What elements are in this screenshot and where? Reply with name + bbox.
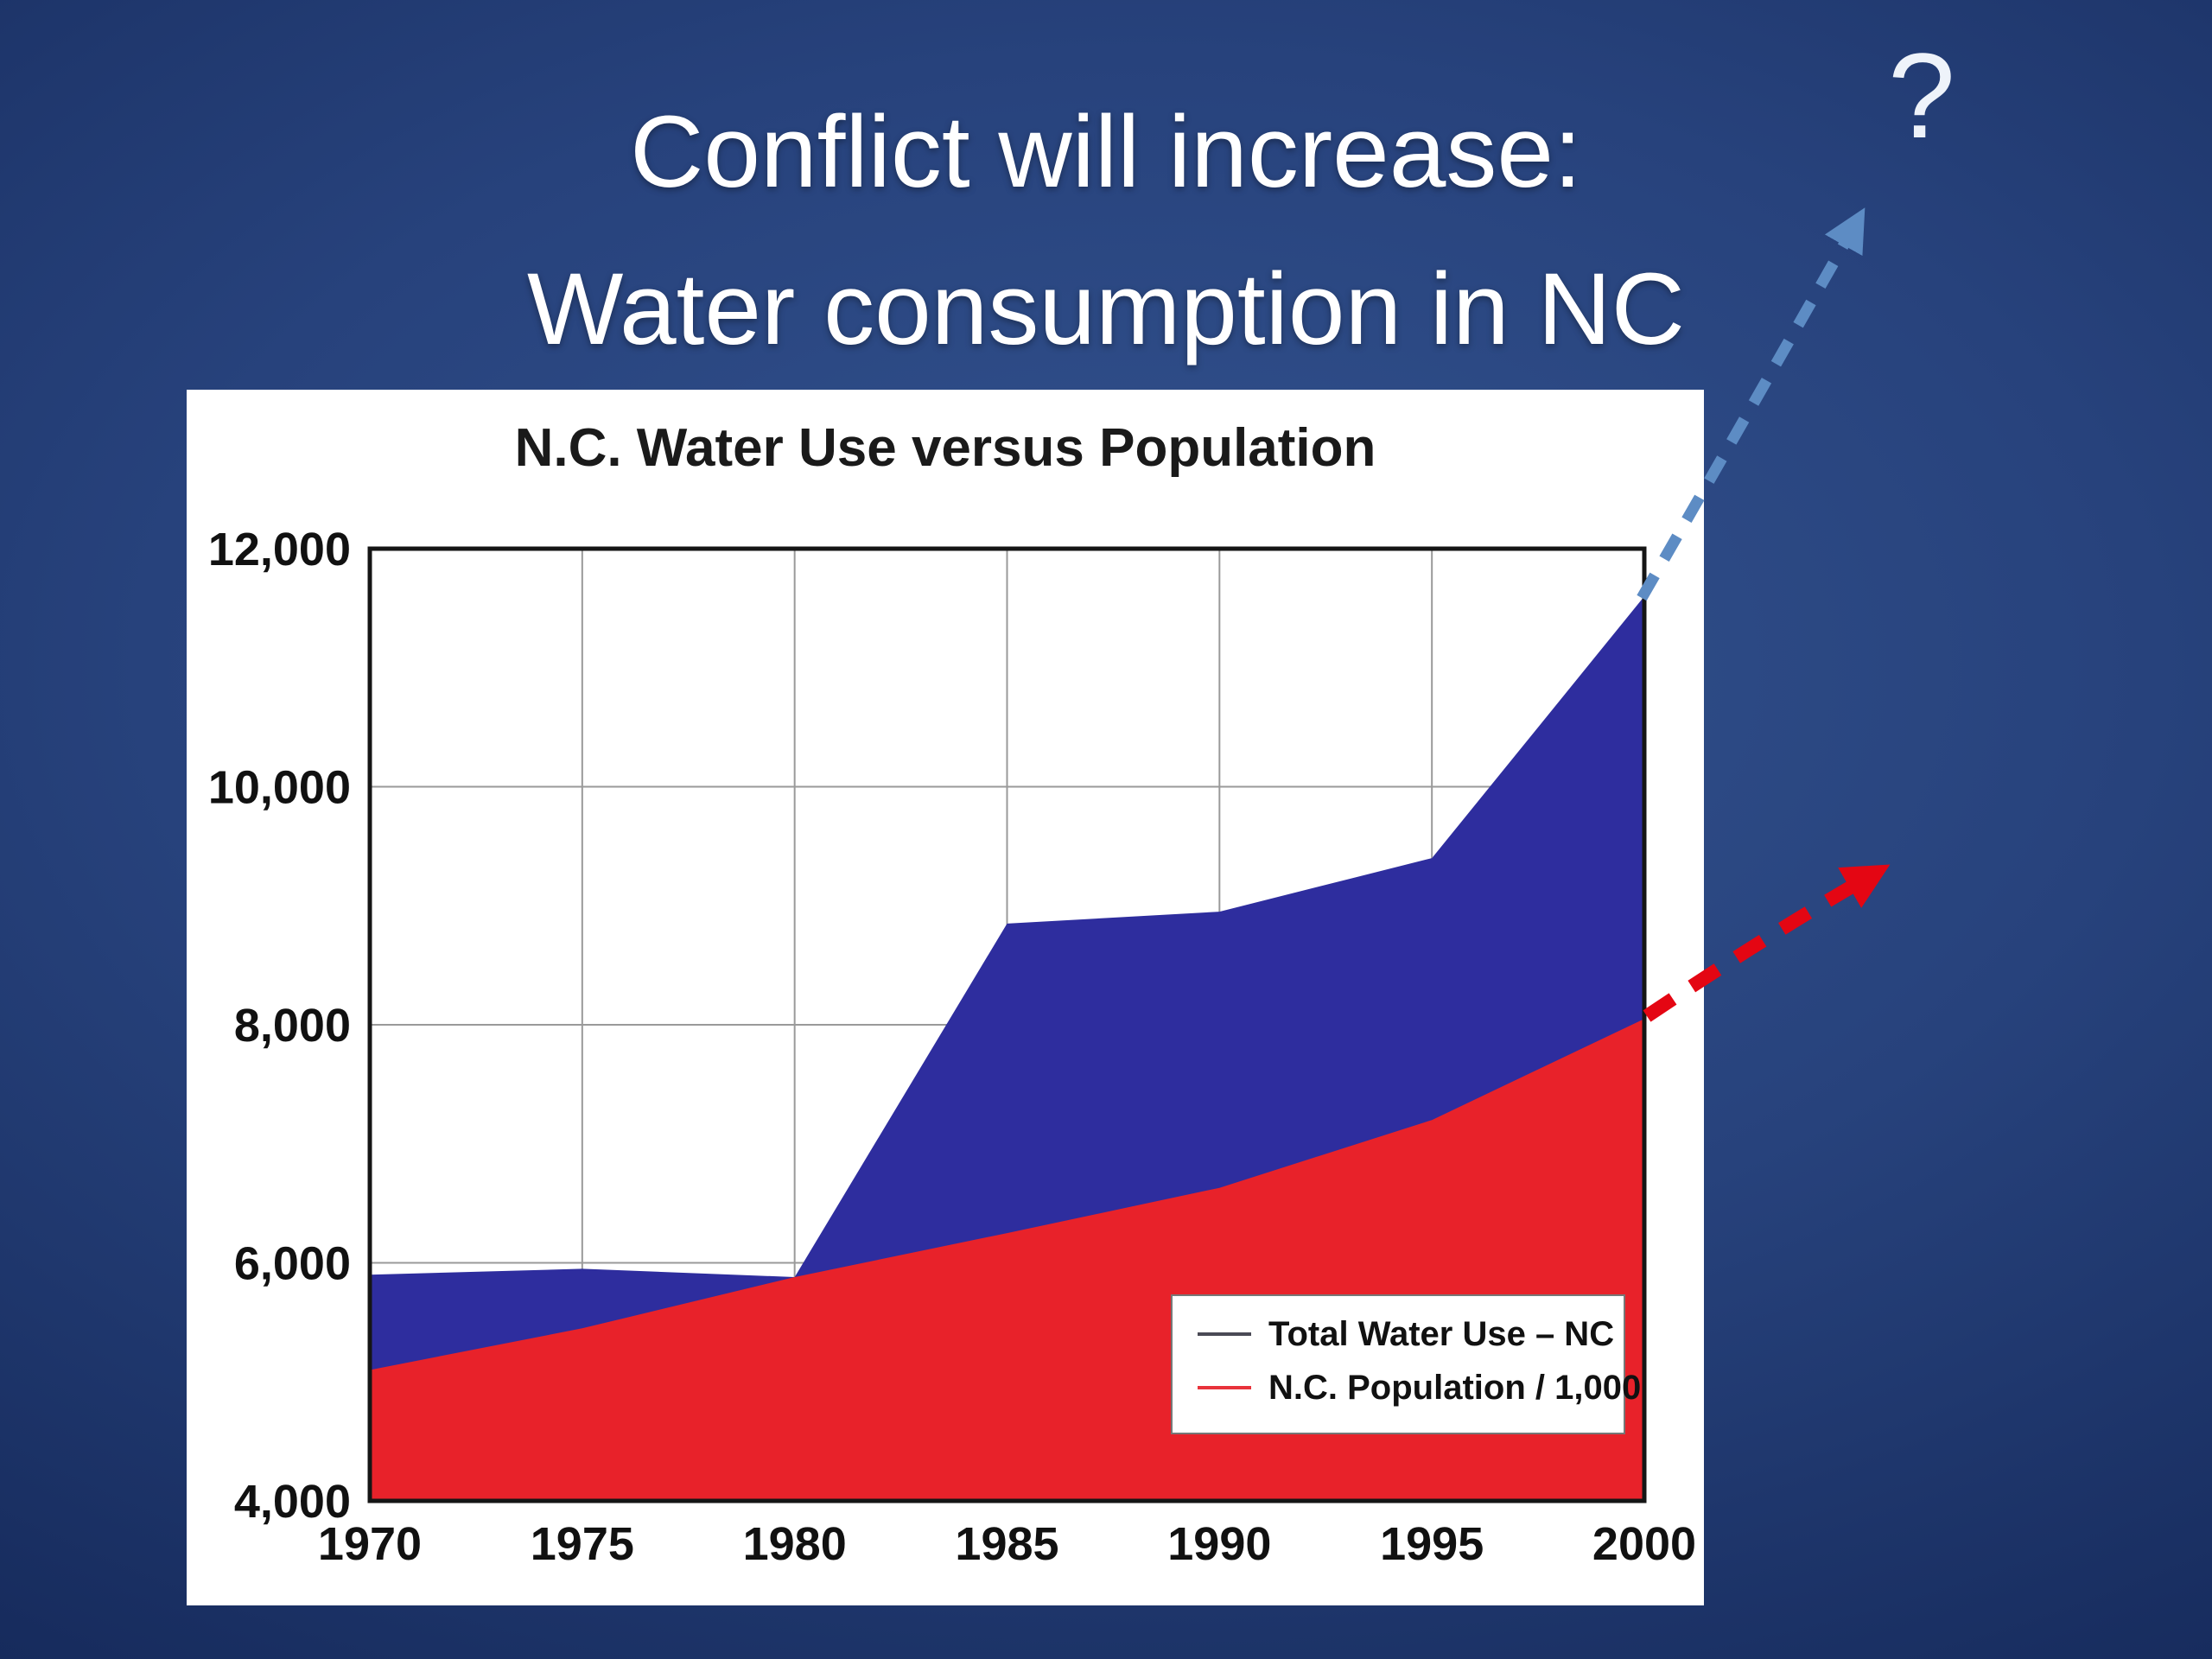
y-tick-label: 6,000 xyxy=(234,1238,351,1290)
legend-label-total-water-use: Total Water Use – NC xyxy=(1268,1315,1614,1353)
question-mark: ? xyxy=(1888,28,1955,163)
slide-title-line2: Water consumption in NC xyxy=(526,252,1685,366)
x-tick-label: 1975 xyxy=(531,1518,634,1570)
y-tick-label: 4,000 xyxy=(234,1476,351,1528)
slide-title-line1: Conflict will increase: xyxy=(630,95,1582,209)
water-use-vs-population-chart: N.C. Water Use versus Population 4,000 6,0… xyxy=(208,418,1696,1570)
legend-box xyxy=(1171,1294,1625,1434)
chart-title: N.C. Water Use versus Population xyxy=(515,418,1376,478)
x-tick-label: 1990 xyxy=(1167,1518,1271,1570)
chart-panel: N.C. Water Use versus Population 4,000 6,0… xyxy=(187,390,1704,1605)
x-tick-label: 1980 xyxy=(743,1518,847,1570)
y-tick-label: 12,000 xyxy=(208,524,351,575)
y-tick-label: 8,000 xyxy=(234,1000,351,1052)
y-tick-label: 10,000 xyxy=(208,762,351,814)
legend-label-population: N.C. Population / 1,000 xyxy=(1268,1369,1641,1407)
x-tick-label: 1995 xyxy=(1380,1518,1484,1570)
slide-title: Conflict will increase: Water consumptio… xyxy=(0,73,2212,388)
plot-frame xyxy=(367,546,1647,1503)
x-tick-label: 2000 xyxy=(1592,1518,1696,1570)
x-tick-label: 1970 xyxy=(318,1518,422,1570)
x-tick-label: 1985 xyxy=(955,1518,1058,1570)
